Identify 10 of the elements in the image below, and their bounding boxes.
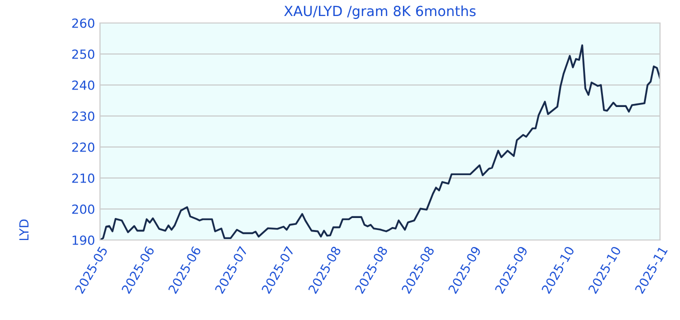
y-tick-label: 260 [72, 18, 94, 28]
y-tick-label: 250 [72, 49, 94, 59]
y-tick-label: 200 [72, 204, 94, 214]
chart-title: XAU/LYD /gram 8K 6months [284, 6, 476, 19]
y-tick-label: 230 [72, 111, 94, 121]
y-tick-label: 240 [72, 80, 94, 90]
y-axis-title: LYD [19, 219, 28, 240]
y-tick-label: 220 [72, 142, 94, 152]
y-tick-label: 190 [72, 235, 94, 245]
y-tick-label: 210 [72, 173, 94, 183]
